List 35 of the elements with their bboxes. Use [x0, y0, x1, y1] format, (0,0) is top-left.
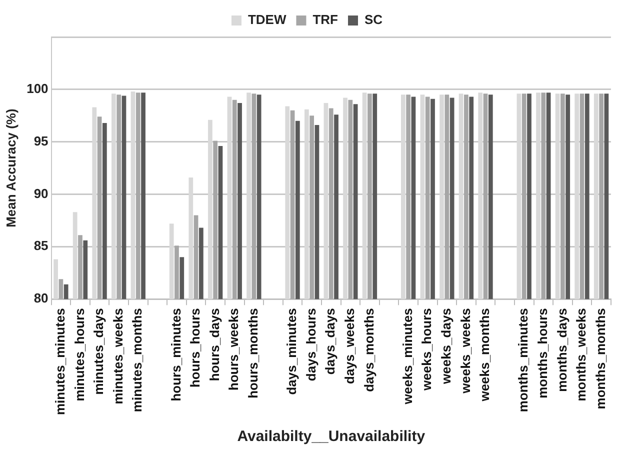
x-tick-label: hours_months — [246, 308, 260, 398]
x-tick-label: weeks_minutes — [400, 308, 415, 406]
x-tick-label: minutes_weeks — [110, 308, 126, 404]
x-tick-label: days_weeks — [342, 308, 357, 384]
x-tick-label: months_hours — [534, 308, 550, 398]
y-axis-title: Mean Accuracy (%) — [3, 108, 18, 228]
x-tick-label: months_minutes — [516, 308, 531, 412]
x-tick-label: months_months — [592, 308, 608, 410]
y-tick-label: 85 — [34, 238, 48, 254]
x-tick-label: hours_days — [206, 308, 222, 382]
x-tick-label: days_hours — [303, 308, 318, 382]
x-tick-label: hours_hours — [188, 308, 203, 388]
x-tick-label: minutes_hours — [72, 308, 87, 402]
y-tick-label: 95 — [34, 133, 48, 148]
x-tick-label: weeks_hours — [419, 308, 434, 392]
x-tick-label: weeks_months — [477, 308, 492, 402]
y-tick-label: 90 — [34, 186, 48, 201]
x-tick-label: hours_weeks — [226, 308, 242, 390]
y-tick-label: 80 — [34, 290, 48, 306]
x-tick-label: minutes_minutes — [52, 308, 68, 416]
x-tick-label: minutes_months — [130, 308, 145, 412]
x-tick-label: minutes_days — [91, 308, 106, 395]
x-axis-title: Availabilty__Unavailability — [237, 428, 426, 446]
legend-label: SC — [364, 12, 384, 28]
x-tick-label: weeks_days — [438, 308, 454, 385]
legend-label: TRF — [312, 12, 338, 28]
x-tick-label: days_days — [322, 308, 338, 375]
x-tick-label: months_days — [554, 308, 570, 392]
y-tick-label: 100 — [26, 80, 48, 96]
x-tick-label: days_minutes — [284, 308, 300, 395]
legend-label: TDEW — [248, 12, 287, 28]
x-tick-label: hours_minutes — [168, 308, 184, 402]
x-tick-label: weeks_weeks — [458, 308, 473, 394]
x-tick-label: days_months — [361, 308, 376, 392]
x-tick-label: months_weeks — [574, 308, 589, 402]
